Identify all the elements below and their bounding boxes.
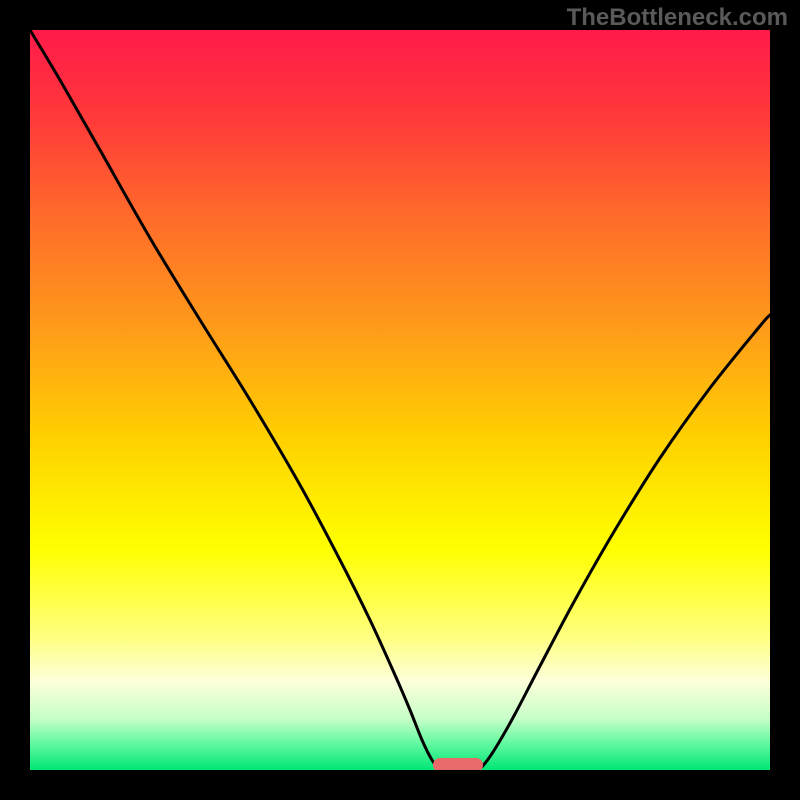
frame-bottom <box>0 770 800 800</box>
bottleneck-marker <box>433 758 483 772</box>
frame-left <box>0 30 30 770</box>
frame-right <box>770 30 800 770</box>
watermark-text: TheBottleneck.com <box>567 4 788 31</box>
plot-background <box>30 30 770 770</box>
